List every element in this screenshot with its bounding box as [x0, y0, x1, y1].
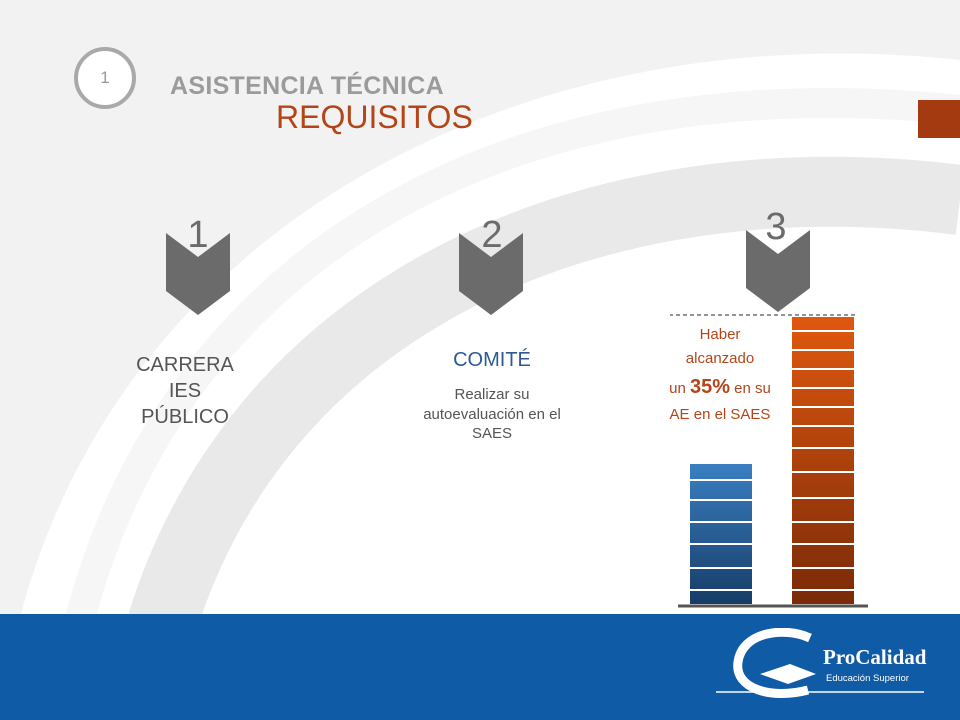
- step-2-line-2: autoevaluación en el: [423, 405, 561, 423]
- step-2-number: 2: [481, 214, 503, 256]
- step-3-percent: 35%: [689, 376, 730, 398]
- step-1-number: 1: [187, 214, 209, 256]
- step-2-line-3: SAES: [471, 425, 513, 442]
- corner-accent: [918, 100, 960, 138]
- step-3-suffix: en su: [730, 380, 771, 397]
- step-3-chevron-icon: [746, 230, 810, 312]
- page-title: ASISTENCIA TÉCNICA: [170, 72, 444, 100]
- step-3-description: Haber alcanzado un 35% en su AE en el SA…: [655, 323, 785, 427]
- step-3-line-4: AE en el SAES: [669, 406, 771, 423]
- step-1-line-2: IES: [168, 380, 202, 402]
- step-1-line-3: PÚBLICO: [141, 406, 229, 428]
- step-2-line-1: Realizar su: [454, 386, 530, 403]
- step-1-chevron-icon: [166, 233, 230, 315]
- step-3-prefix: un: [669, 380, 690, 397]
- step-3-line-3: un 35% en su: [655, 371, 785, 403]
- step-3-line-2: alcanzado: [685, 350, 755, 367]
- step-2-chevron-icon: [459, 233, 523, 315]
- slide-number: 1: [100, 68, 110, 87]
- logo-tagline: Educación Superior: [826, 673, 909, 684]
- procalidad-logo-icon: [716, 628, 924, 698]
- step-2-heading: COMITÉ: [453, 349, 531, 371]
- page-subtitle: REQUISITOS: [276, 99, 473, 135]
- step-1-label: CARRERA IES PÚBLICO: [125, 352, 245, 430]
- step-1-line-1: CARRERA: [136, 354, 234, 376]
- decorative-bars-graphic: [670, 314, 868, 608]
- logo-name: ProCalidad: [823, 645, 927, 669]
- slide-number-badge: 1: [74, 47, 136, 109]
- step-2-description: Realizar su autoevaluación en el SAES: [402, 385, 582, 444]
- step-3-number: 3: [765, 206, 787, 248]
- step-3-line-1: Haber: [699, 326, 741, 343]
